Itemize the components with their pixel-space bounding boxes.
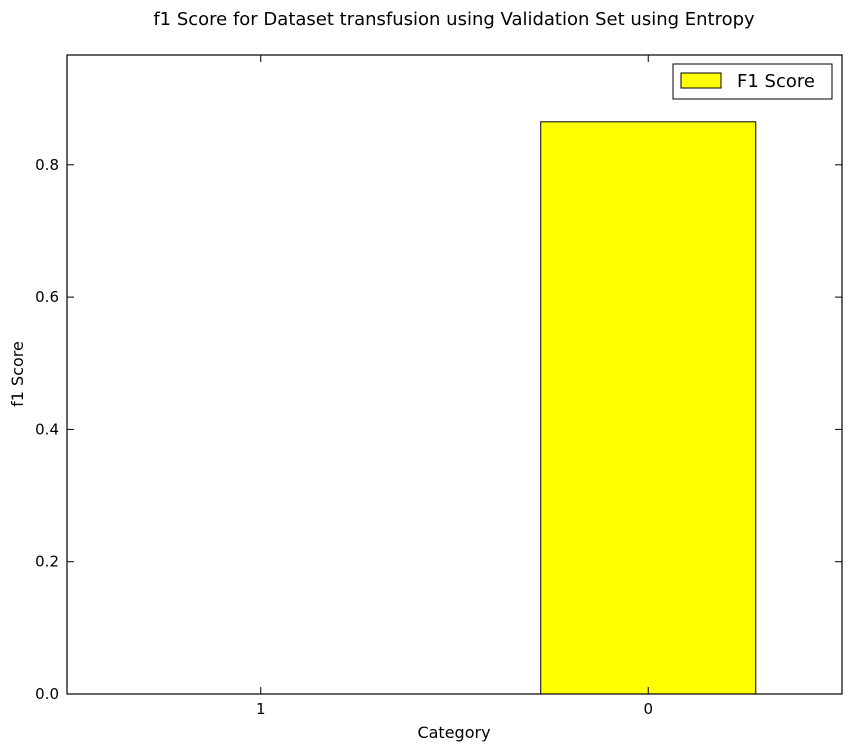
chart-title: f1 Score for Dataset transfusion using V… xyxy=(153,9,755,30)
y-tick-label: 0.4 xyxy=(35,420,59,438)
y-axis-label: f1 Score xyxy=(8,341,27,407)
x-axis-label: Category xyxy=(417,723,490,742)
plot-frame xyxy=(66,54,843,695)
legend: F1 Score xyxy=(672,63,833,100)
y-tick-label: 0.8 xyxy=(35,156,59,174)
legend-label: F1 Score xyxy=(737,71,815,92)
bar-0 xyxy=(540,121,757,695)
bars-layer xyxy=(540,121,757,695)
y-tick-label: 0.2 xyxy=(35,553,59,571)
legend-swatch xyxy=(680,72,722,89)
y-tick-label: 0.0 xyxy=(35,685,59,703)
y-tick-label: 0.6 xyxy=(35,288,59,306)
x-tick-label: 0 xyxy=(643,700,653,718)
x-tick-label: 1 xyxy=(256,700,266,718)
ticks-layer: 0.0 0.2 0.4 0.6 0.8 1 0 xyxy=(35,55,842,718)
